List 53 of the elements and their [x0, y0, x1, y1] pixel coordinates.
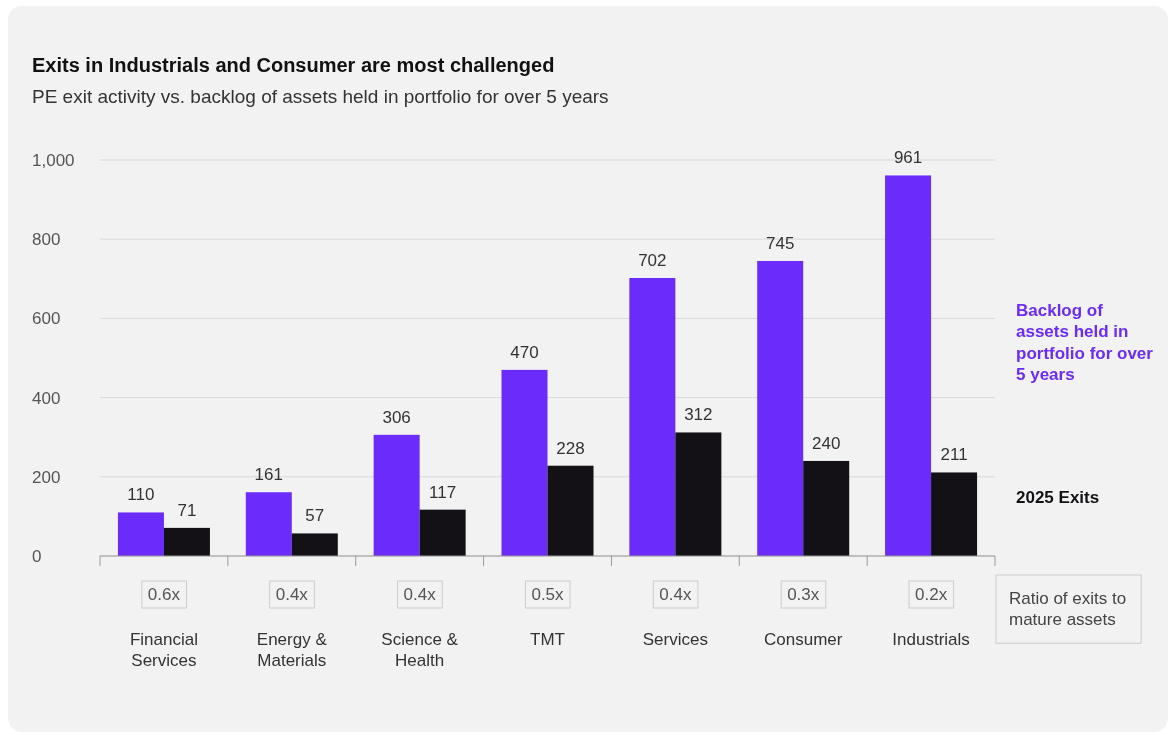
y-tick-label: 0 — [32, 546, 42, 566]
bar — [931, 472, 978, 556]
data-label: 306 — [382, 407, 411, 427]
text: 0.4x — [275, 585, 309, 604]
y-tick-label: 600 — [32, 309, 61, 329]
text: Backlog of assets held in portfolio for over 5 years — [1016, 301, 1154, 384]
data-label: 961 — [893, 148, 923, 168]
text: 0.4x — [659, 585, 692, 604]
y-tick-label: 800 — [32, 230, 61, 250]
text: 0.6x — [147, 585, 181, 604]
data-label: 312 — [684, 405, 713, 425]
text: 2025 Exits — [1016, 488, 1100, 507]
bar — [675, 432, 722, 556]
bar — [245, 492, 292, 556]
text: 0.5x — [531, 585, 565, 604]
data-label: 745 — [766, 233, 795, 253]
x-tick-label: Energy & Materials — [256, 630, 328, 671]
chart-title: Exits in Industrials and Consumer are most challenged — [32, 54, 555, 76]
text: 0.3x — [787, 585, 820, 604]
data-label: 240 — [812, 433, 841, 453]
text: 0.4x — [403, 585, 437, 604]
data-label: 702 — [638, 251, 667, 271]
x-tick-label: Industrials — [892, 630, 970, 649]
bar — [163, 527, 210, 556]
bar — [501, 369, 548, 556]
y-tick-label: 400 — [32, 388, 61, 408]
bar — [373, 434, 420, 556]
x-tick-label: Science & Health — [381, 630, 459, 671]
data-label: 161 — [254, 465, 283, 485]
text: Ratio of exits to mature assets — [1009, 589, 1127, 630]
x-tick-label: TMT — [530, 630, 565, 649]
y-tick-label: 200 — [32, 467, 61, 487]
bar — [547, 465, 594, 556]
bar — [803, 460, 850, 556]
bar — [629, 278, 676, 556]
data-label: 117 — [429, 482, 457, 502]
y-tick-label: 1,000 — [32, 150, 75, 170]
bar — [419, 509, 466, 556]
bar — [291, 533, 338, 556]
chart-subtitle: PE exit activity vs. backlog of assets held in portfolio for over 5 years — [32, 86, 609, 107]
data-label: 71 — [177, 500, 197, 520]
data-label: 110 — [127, 485, 155, 505]
data-label: 57 — [305, 506, 325, 526]
bar — [885, 175, 932, 556]
x-tick-label: Financial Services — [129, 630, 198, 671]
data-label: 228 — [556, 438, 585, 458]
x-tick-label: Consumer — [764, 630, 843, 649]
data-label: 470 — [510, 342, 539, 362]
bar — [117, 512, 164, 556]
x-tick-label: Services — [642, 630, 708, 649]
text: 0.2x — [915, 585, 948, 604]
bar — [757, 260, 804, 556]
data-label: 211 — [940, 445, 968, 465]
